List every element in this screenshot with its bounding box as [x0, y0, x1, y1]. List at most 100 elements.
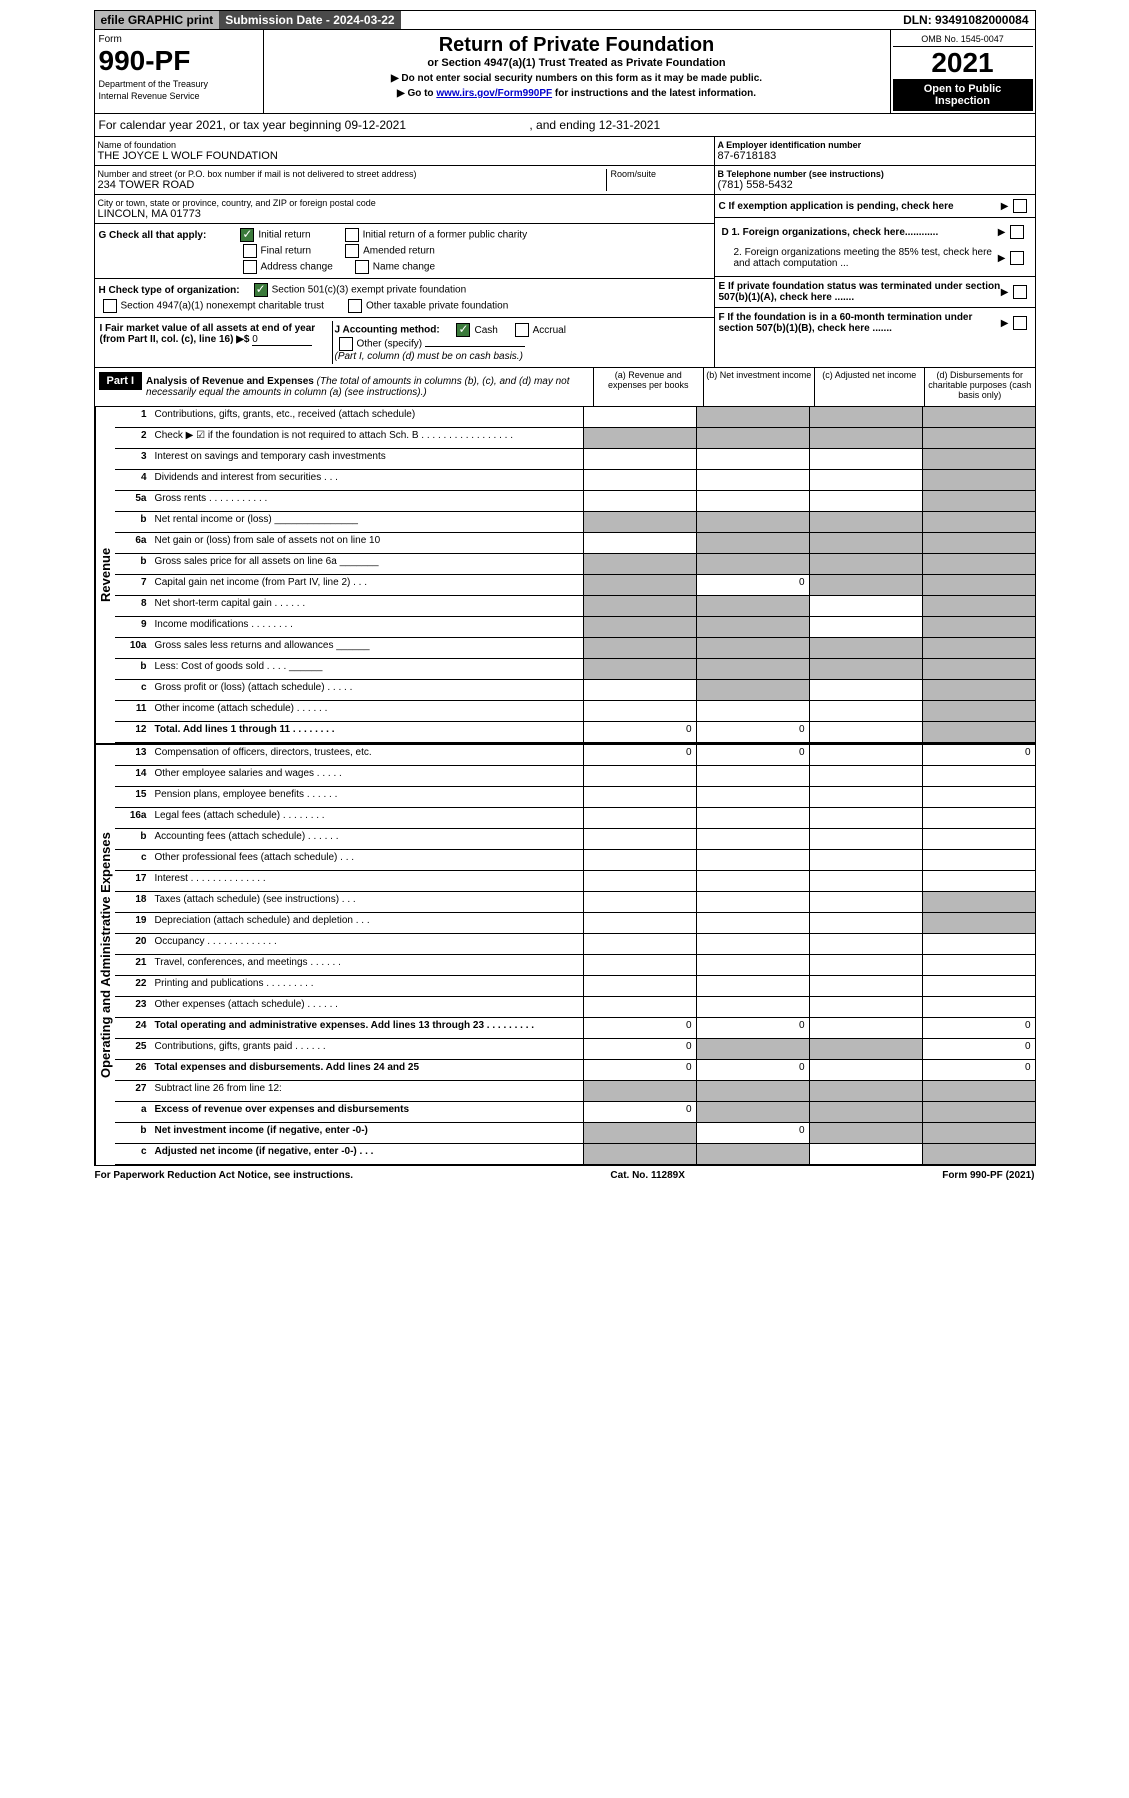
f-cell: F If the foundation is in a 60-month ter… [715, 308, 1035, 338]
data-cell [922, 934, 1035, 954]
e-label: E If private foundation status was termi… [719, 281, 1001, 303]
data-cell [583, 1081, 696, 1101]
data-cell [922, 617, 1035, 637]
cb-cash[interactable] [456, 323, 470, 337]
table-row: bGross sales price for all assets on lin… [115, 554, 1035, 575]
cb-final-return[interactable] [243, 244, 257, 258]
cb-initial-former[interactable] [345, 228, 359, 242]
data-cell [696, 955, 809, 975]
form-label: Form [99, 34, 259, 45]
part1-label-area: Part I Analysis of Revenue and Expenses … [95, 368, 593, 406]
data-cell [922, 808, 1035, 828]
row-description: Other income (attach schedule) . . . . .… [151, 701, 583, 721]
table-row: 8Net short-term capital gain . . . . . . [115, 596, 1035, 617]
header-right: OMB No. 1545-0047 2021 Open to Public In… [890, 30, 1035, 113]
data-cell [922, 1081, 1035, 1101]
row-description: Depreciation (attach schedule) and deple… [151, 913, 583, 933]
data-cell [583, 850, 696, 870]
table-row: 1Contributions, gifts, grants, etc., rec… [115, 407, 1035, 428]
data-cell [809, 512, 922, 532]
data-cell: 0 [922, 1018, 1035, 1038]
data-cell [583, 575, 696, 595]
data-cell [809, 1081, 922, 1101]
table-row: 15Pension plans, employee benefits . . .… [115, 787, 1035, 808]
instr-2-post: for instructions and the latest informat… [552, 88, 756, 99]
form-header: Form 990-PF Department of the Treasury I… [95, 30, 1035, 114]
data-cell [922, 491, 1035, 511]
data-cell [922, 680, 1035, 700]
data-cell [922, 871, 1035, 891]
cb-501c3[interactable] [254, 283, 268, 297]
row-description: Other employee salaries and wages . . . … [151, 766, 583, 786]
j-note: (Part I, column (d) must be on cash basi… [335, 351, 709, 362]
omb-number: OMB No. 1545-0047 [893, 32, 1033, 47]
cb-foreign-org[interactable] [1010, 225, 1024, 239]
row-description: Contributions, gifts, grants paid . . . … [151, 1039, 583, 1059]
data-cell [809, 575, 922, 595]
data-cell [922, 1102, 1035, 1122]
data-cell [696, 449, 809, 469]
table-row: 17Interest . . . . . . . . . . . . . . [115, 871, 1035, 892]
row-description: Gross rents . . . . . . . . . . . [151, 491, 583, 511]
row-number: 17 [115, 871, 151, 891]
row-number: b [115, 512, 151, 532]
cb-accrual[interactable] [515, 323, 529, 337]
row-number: c [115, 1144, 151, 1164]
data-cell [809, 997, 922, 1017]
cb-initial-return[interactable] [240, 228, 254, 242]
cb-other-taxable[interactable] [348, 299, 362, 313]
page-footer: For Paperwork Reduction Act Notice, see … [91, 1166, 1039, 1185]
h-label: H Check type of organization: [99, 285, 240, 296]
data-cell [922, 449, 1035, 469]
cb-address-change[interactable] [243, 260, 257, 274]
row-description: Gross sales price for all assets on line… [151, 554, 583, 574]
info-left: Name of foundation THE JOYCE L WOLF FOUN… [95, 137, 715, 367]
cb-60month[interactable] [1013, 316, 1027, 330]
g-opt-3: Amended return [363, 246, 435, 257]
top-bar: efile GRAPHIC print Submission Date - 20… [95, 11, 1035, 30]
table-row: 11Other income (attach schedule) . . . .… [115, 701, 1035, 722]
data-cell [922, 829, 1035, 849]
cb-other-method[interactable] [339, 337, 353, 351]
data-cell [809, 1102, 922, 1122]
data-cell [583, 829, 696, 849]
row-description: Accounting fees (attach schedule) . . . … [151, 829, 583, 849]
row-description: Less: Cost of goods sold . . . . ______ [151, 659, 583, 679]
row-description: Total expenses and disbursements. Add li… [151, 1060, 583, 1080]
cb-amended[interactable] [345, 244, 359, 258]
data-cell [922, 638, 1035, 658]
data-cell [696, 512, 809, 532]
cb-85pct[interactable] [1010, 251, 1024, 265]
row-description: Net investment income (if negative, ente… [151, 1123, 583, 1143]
cb-exemption-pending[interactable] [1013, 199, 1027, 213]
row-description: Adjusted net income (if negative, enter … [151, 1144, 583, 1164]
data-cell [922, 997, 1035, 1017]
city-cell: City or town, state or province, country… [95, 195, 714, 224]
row-description: Travel, conferences, and meetings . . . … [151, 955, 583, 975]
c-label: C If exemption application is pending, c… [719, 201, 1001, 212]
i-value: 0 [252, 334, 312, 346]
header-left: Form 990-PF Department of the Treasury I… [95, 30, 264, 113]
data-cell [809, 638, 922, 658]
cb-name-change[interactable] [355, 260, 369, 274]
calendar-year: For calendar year 2021, or tax year begi… [95, 114, 665, 136]
row-description: Other professional fees (attach schedule… [151, 850, 583, 870]
row-number: b [115, 659, 151, 679]
irs-link[interactable]: www.irs.gov/Form990PF [436, 88, 552, 99]
table-row: 23Other expenses (attach schedule) . . .… [115, 997, 1035, 1018]
data-cell [583, 955, 696, 975]
data-cell [583, 701, 696, 721]
row-description: Capital gain net income (from Part IV, l… [151, 575, 583, 595]
cb-status-terminated[interactable] [1013, 285, 1027, 299]
street-label: Number and street (or P.O. box number if… [98, 169, 606, 179]
row-description: Compensation of officers, directors, tru… [151, 745, 583, 765]
row-number: b [115, 1123, 151, 1143]
data-cell [922, 659, 1035, 679]
data-cell: 0 [583, 722, 696, 742]
row-description: Interest . . . . . . . . . . . . . . [151, 871, 583, 891]
ij-row: I Fair market value of all assets at end… [95, 318, 714, 367]
data-cell [809, 976, 922, 996]
cb-4947[interactable] [103, 299, 117, 313]
ein-value: 87-6718183 [718, 150, 1032, 162]
row-description: Check ▶ ☑ if the foundation is not requi… [151, 428, 583, 448]
